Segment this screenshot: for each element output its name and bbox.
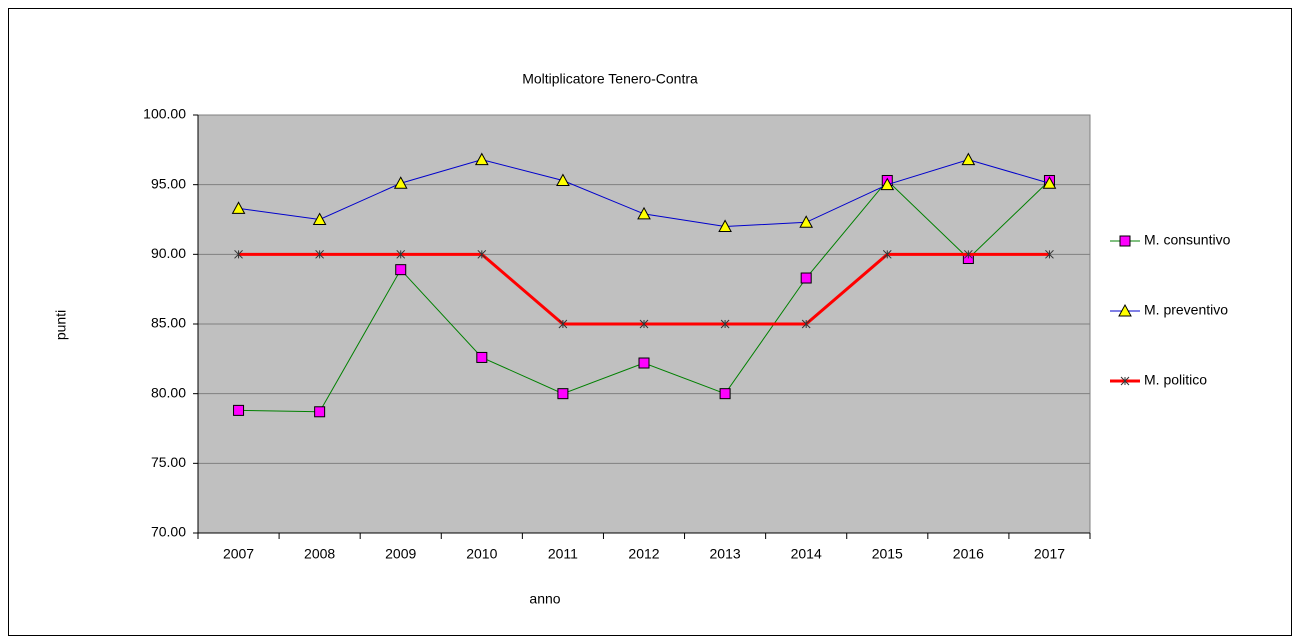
marker (233, 404, 245, 416)
marker (800, 272, 812, 284)
x-tick-label: 2015 (872, 546, 903, 562)
legend-label: M. consuntivo (1144, 232, 1231, 248)
marker (231, 201, 246, 214)
y-tick-label: 75.00 (151, 454, 186, 470)
marker (474, 152, 489, 166)
legend-label: M. politico (1144, 372, 1207, 388)
legend-label: M. preventivo (1144, 302, 1228, 318)
marker (476, 351, 488, 363)
marker (315, 249, 324, 259)
marker (1042, 176, 1057, 189)
marker (799, 215, 814, 228)
x-tick-label: 2016 (953, 546, 984, 562)
x-tick-label: 2013 (710, 546, 741, 562)
marker (477, 249, 487, 259)
x-tick-label: 2009 (385, 546, 416, 562)
marker (639, 319, 649, 329)
y-tick-label: 80.00 (151, 384, 186, 400)
y-tick-label: 85.00 (151, 315, 186, 331)
y-tick-label: 95.00 (151, 175, 186, 191)
marker (557, 388, 569, 400)
marker (964, 249, 973, 259)
y-axis-label: punti (53, 310, 69, 340)
marker (961, 152, 976, 166)
x-axis-label: anno (529, 591, 560, 607)
x-tick-label: 2008 (304, 546, 335, 562)
y-tick-label: 90.00 (151, 245, 186, 261)
marker (1120, 376, 1130, 386)
marker (1119, 235, 1131, 247)
chart-title: Moltiplicatore Tenero-Contra (522, 71, 698, 87)
x-tick-label: 2007 (223, 546, 254, 562)
x-tick-label: 2017 (1034, 546, 1065, 562)
marker (720, 319, 730, 329)
marker (638, 357, 650, 369)
marker (395, 264, 407, 276)
marker (637, 206, 651, 220)
marker (393, 176, 408, 189)
marker (558, 319, 568, 329)
marker (396, 249, 406, 259)
marker (556, 173, 570, 186)
marker (882, 249, 892, 259)
x-tick-label: 2014 (791, 546, 822, 562)
y-tick-label: 70.00 (151, 524, 186, 540)
x-tick-label: 2012 (628, 546, 659, 562)
y-tick-label: 100.00 (143, 106, 186, 122)
marker (314, 406, 326, 418)
marker (801, 319, 811, 329)
marker (718, 219, 732, 232)
marker (312, 212, 327, 225)
x-tick-label: 2010 (466, 546, 497, 562)
marker (719, 388, 731, 400)
marker (234, 249, 243, 259)
marker (1118, 303, 1132, 317)
x-tick-label: 2011 (548, 546, 578, 562)
marker (1045, 249, 1054, 259)
marker (880, 177, 895, 191)
